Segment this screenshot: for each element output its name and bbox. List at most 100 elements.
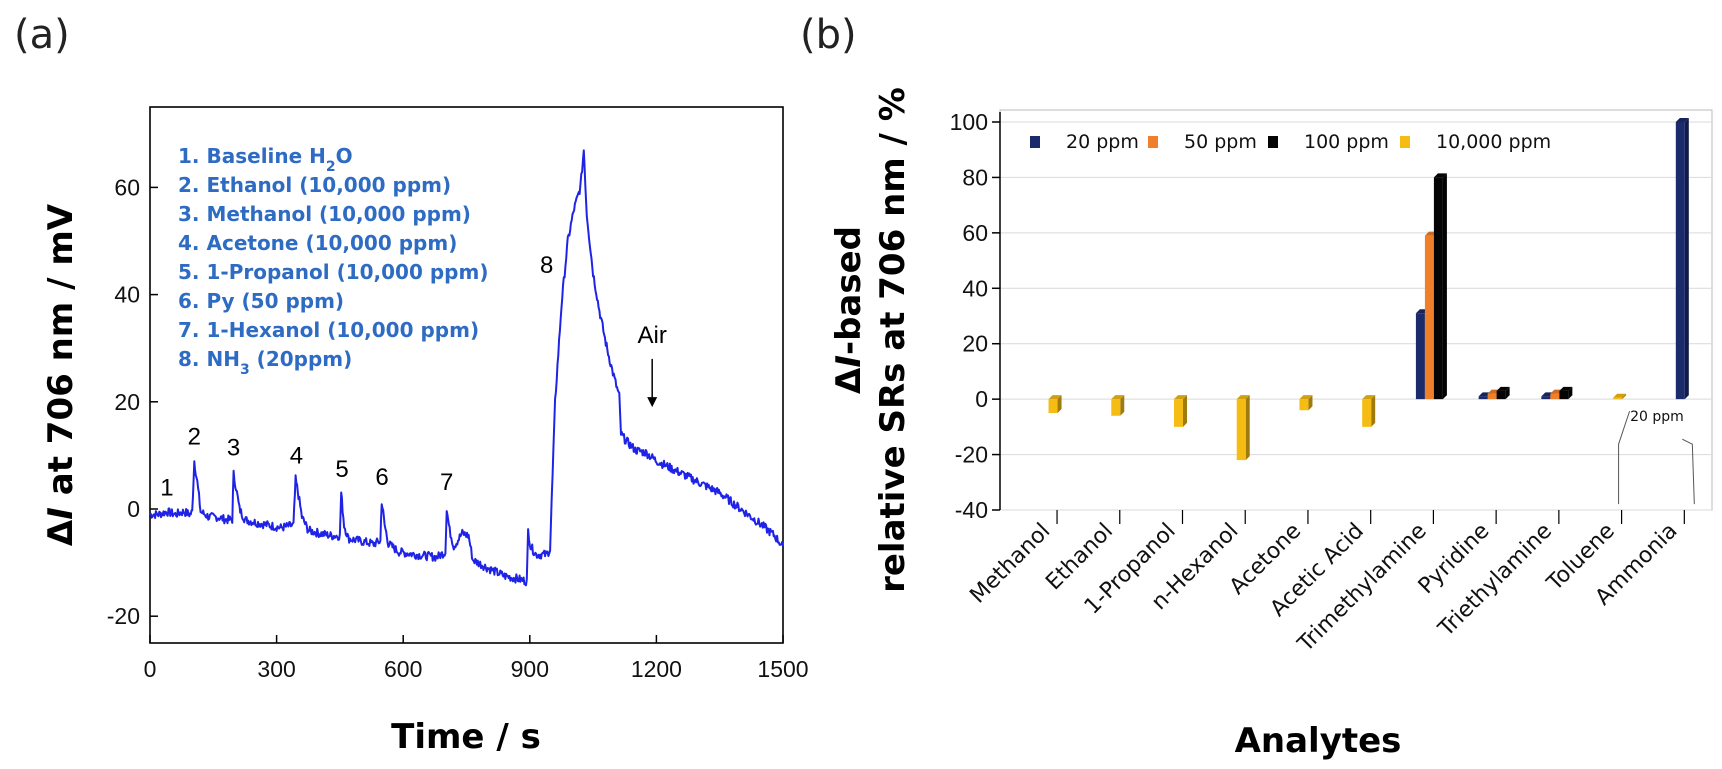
panel-b-legend: 20 ppm 50 ppm 100 ppm 10,000 ppm xyxy=(1030,131,1551,153)
legend-label: 20 ppm xyxy=(1066,131,1139,153)
peak-label-7: 7 xyxy=(440,469,453,496)
y-tick-label: 80 xyxy=(962,164,988,190)
legend-b-item: 100 ppm xyxy=(1268,131,1389,153)
legend-a-item: 4. Acetone (10,000 ppm) xyxy=(178,231,457,255)
y-tick-label: 60 xyxy=(962,220,988,246)
y-tick-label: 0 xyxy=(127,496,140,522)
bar-front xyxy=(1559,390,1569,400)
bar-side xyxy=(1505,386,1510,400)
bar-top xyxy=(1559,386,1573,391)
bar-top xyxy=(1433,173,1447,178)
bar-ammonia-20ppm xyxy=(1675,118,1689,400)
bar-ethanol-10000ppm xyxy=(1111,395,1125,416)
y-tick-label: -20 xyxy=(955,442,988,468)
bar-side xyxy=(1684,118,1689,400)
peak-label-1: 1 xyxy=(160,475,173,502)
legend-b-item: 20 ppm xyxy=(1030,131,1139,153)
legend-label: 10,000 ppm xyxy=(1436,131,1551,153)
bar-top xyxy=(1496,386,1510,391)
bar-n-hexanol-10000ppm xyxy=(1236,395,1250,461)
y-tick-label: 20 xyxy=(962,331,988,357)
y-tick-label: -20 xyxy=(107,603,140,629)
bar-side xyxy=(1120,395,1125,416)
bar-front xyxy=(1415,313,1425,400)
note-20ppm: 20 ppm xyxy=(1630,409,1684,425)
bar-front xyxy=(1424,235,1434,400)
panel-a-x-axis-title: Time / s xyxy=(391,717,541,757)
category-label: Triethylamine xyxy=(1433,519,1557,643)
panel-a-axes: 0 300 600 900 1200 1500 -20 0 20 40 60 xyxy=(107,174,809,682)
panel-a: (a) 0 300 600 900 1200 1500 -20 0 20 40 60 12 3 4 5 6 7… xyxy=(14,12,809,757)
panel-b-plot-frame xyxy=(999,109,1713,511)
bar-front xyxy=(1299,399,1309,411)
panel-b-ylabel-suffix: -based xyxy=(829,226,869,355)
bar-acetone-10000ppm xyxy=(1299,395,1313,411)
legend-b-item: 50 ppm xyxy=(1148,131,1257,153)
panel-b-label: (b) xyxy=(800,12,857,58)
x-tick-label: 1200 xyxy=(631,656,682,682)
x-tick-label: 300 xyxy=(257,656,295,682)
peak-label-8: 8 xyxy=(540,252,553,279)
bar-side xyxy=(1568,386,1573,400)
legend-label: 100 ppm xyxy=(1304,131,1389,153)
legend-swatch xyxy=(1268,136,1278,148)
bar-trimethylamine-100ppm xyxy=(1433,173,1447,400)
x-tick-label: 0 xyxy=(144,656,157,682)
legend-swatch xyxy=(1400,136,1410,148)
note-bracket-right xyxy=(1682,438,1695,505)
panel-a-air-annotation: Air xyxy=(638,322,667,408)
legend-label: 50 ppm xyxy=(1184,131,1257,153)
y-tick-label: 100 xyxy=(950,109,988,135)
bar-top xyxy=(1111,395,1125,400)
legend-swatch xyxy=(1030,136,1040,148)
bar-side xyxy=(1371,395,1376,427)
legend-a-item: 6. Py (50 ppm) xyxy=(178,289,344,313)
y-tick-label: 40 xyxy=(962,275,988,301)
bar-front xyxy=(1111,399,1121,416)
panel-a-series-line xyxy=(149,149,784,587)
bar-front xyxy=(1174,399,1183,427)
bar-top xyxy=(1675,118,1689,122)
bar-top xyxy=(1174,395,1187,400)
panel-a-y-axis-title: ΔI at 706 nm / mV xyxy=(41,203,81,546)
x-tick-label: 900 xyxy=(511,656,549,682)
bar-side xyxy=(1442,173,1447,400)
legend-a-item: 8. NH3 (20ppm) xyxy=(178,347,352,378)
x-tick-label: 1500 xyxy=(757,656,808,682)
bar-front xyxy=(1478,396,1488,400)
bar-front xyxy=(1236,399,1246,461)
panel-b-bars xyxy=(1048,118,1689,461)
legend-a-item: 3. Methanol (10,000 ppm) xyxy=(178,202,471,226)
bar-front xyxy=(1550,393,1560,400)
panel-a-ylabel-delta: Δ xyxy=(41,519,81,546)
peak-label-6: 6 xyxy=(375,464,388,491)
bar-front xyxy=(1675,122,1685,400)
bar-triethylamine-100ppm xyxy=(1559,386,1573,400)
peak-label-4: 4 xyxy=(290,442,303,469)
note-bracket-left xyxy=(1618,410,1631,505)
bar-top xyxy=(1236,395,1250,400)
bar-front xyxy=(1541,396,1551,400)
panel-b: (b) -40 -20 0 20 40 60 80 100 MethanolEthanol1-… xyxy=(800,12,1713,761)
legend-a-item: 1. Baseline H2O xyxy=(178,144,353,175)
bar-front xyxy=(1433,177,1443,400)
legend-a-item: 7. 1-Hexanol (10,000 ppm) xyxy=(178,318,479,342)
x-tick-label: 600 xyxy=(384,656,422,682)
panel-b-ylabel-delta: Δ xyxy=(829,367,869,394)
bar-front xyxy=(1487,393,1497,400)
panel-b-ylabel-italic: I xyxy=(829,355,869,368)
bar-front xyxy=(1362,399,1372,427)
y-tick-label: -40 xyxy=(955,497,988,523)
legend-a-item: 5. 1-Propanol (10,000 ppm) xyxy=(178,260,488,284)
bar-side xyxy=(1245,395,1250,461)
bar-1-propanol-10000ppm xyxy=(1174,395,1187,427)
bar-top xyxy=(1299,395,1313,400)
air-label: Air xyxy=(638,322,667,349)
y-tick-label: 60 xyxy=(114,174,140,200)
y-tick-label: 20 xyxy=(114,389,140,415)
bar-top xyxy=(1048,395,1062,400)
bar-side xyxy=(1308,395,1313,411)
